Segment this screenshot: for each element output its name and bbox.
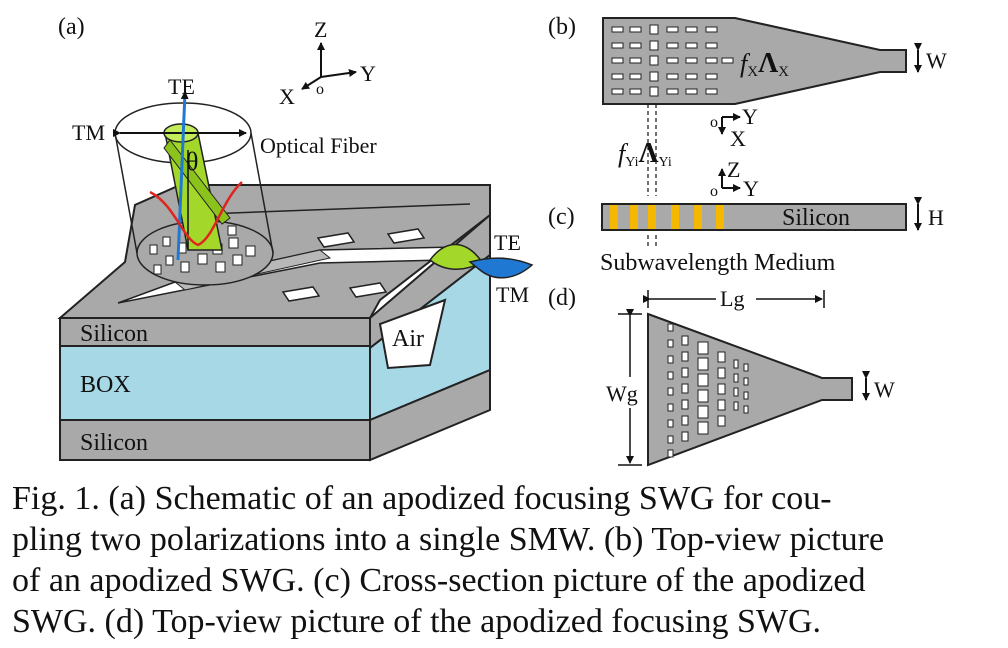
layer-top-silicon-label: Silicon [80, 321, 148, 347]
mode-field-curve [149, 181, 243, 247]
fiber-right-edge [250, 132, 274, 254]
air-gap [378, 298, 447, 370]
air-label: Air [392, 326, 424, 352]
output-tm-lobe [468, 257, 534, 279]
caption-line-4: SWG. (d) Top-view picture of the apodize… [12, 603, 822, 640]
panel-b-origin: o [710, 114, 718, 131]
w-label-d: W [874, 377, 895, 402]
h-label: H [928, 205, 944, 230]
caption-line-2: pling two polarizations into a single SM… [12, 521, 885, 558]
fx-label: fXΛX [740, 48, 789, 80]
panel-a: (a) Z Y X o Air Silicon BOX Silicon [57, 14, 534, 462]
swg-top-view [602, 17, 907, 105]
fyi-label: fYiΛYi [618, 138, 672, 170]
figure-caption: Fig. 1. (a) Schematic of an apodized foc… [12, 478, 998, 642]
output-tm-label: TM [496, 282, 529, 307]
axis-z-label: Z [314, 17, 327, 42]
fiber-core-shade [163, 139, 231, 225]
w-label-b: W [926, 48, 947, 73]
caption-line-3: of an apodized SWG. (c) Cross-section pi… [12, 562, 866, 599]
panel-b-axis-x: X [730, 126, 746, 151]
wg-label: Wg [606, 381, 638, 406]
layer-bottom-silicon-label: Silicon [80, 430, 148, 456]
fiber-left-edge [114, 132, 138, 254]
panel-b-axis-y: Y [742, 104, 758, 129]
panel-a-axes [301, 42, 357, 90]
panel-c-axis-y: Y [743, 176, 759, 201]
layer-box-label: BOX [80, 372, 131, 398]
panel-d-label: (d) [548, 285, 576, 311]
focusing-swg-holes [667, 323, 749, 458]
lg-label: Lg [720, 286, 744, 311]
panel-b-axes [718, 113, 741, 135]
period-lines [647, 104, 657, 248]
panel-a-label: (a) [58, 14, 85, 40]
focusing-swg-top-view [647, 312, 853, 467]
theta-label: θ [186, 147, 198, 176]
axis-origin-label: o [316, 81, 324, 98]
optical-fiber-label: Optical Fiber [260, 133, 377, 158]
silicon-cross-section [601, 203, 907, 231]
panel-b: (b) fXΛX W o Y X [548, 14, 947, 248]
panel-c-axis-z: Z [727, 157, 740, 182]
caption-line-1: Fig. 1. (a) Schematic of an apodized foc… [12, 480, 832, 517]
silicon-label-c: Silicon [782, 205, 850, 231]
panel-d: (d) Lg Wg W [548, 285, 895, 467]
panel-b-label: (b) [548, 14, 576, 40]
waveguide-back-edge [204, 203, 471, 215]
layer-bottom-silicon [59, 419, 371, 461]
panel-c-origin: o [710, 183, 718, 200]
figure: (a) Z Y X o Air Silicon BOX Silicon [57, 14, 947, 467]
axis-x-label: X [279, 84, 295, 109]
tm-label: TM [72, 120, 105, 145]
te-beam [176, 91, 189, 261]
output-te-label: TE [494, 230, 521, 255]
te-label: TE [168, 74, 195, 99]
panel-c-label: (c) [548, 204, 575, 230]
panel-c-axes [718, 168, 741, 192]
chip-holes [281, 228, 426, 302]
axis-y-label: Y [360, 61, 376, 86]
grating-teeth [610, 205, 724, 229]
subwavelength-medium-label: Subwavelength Medium [600, 250, 836, 276]
swg-top-view-holes [611, 24, 734, 97]
panel-c: o Z Y (c) Silicon H Subwavelength Medium [548, 157, 944, 276]
